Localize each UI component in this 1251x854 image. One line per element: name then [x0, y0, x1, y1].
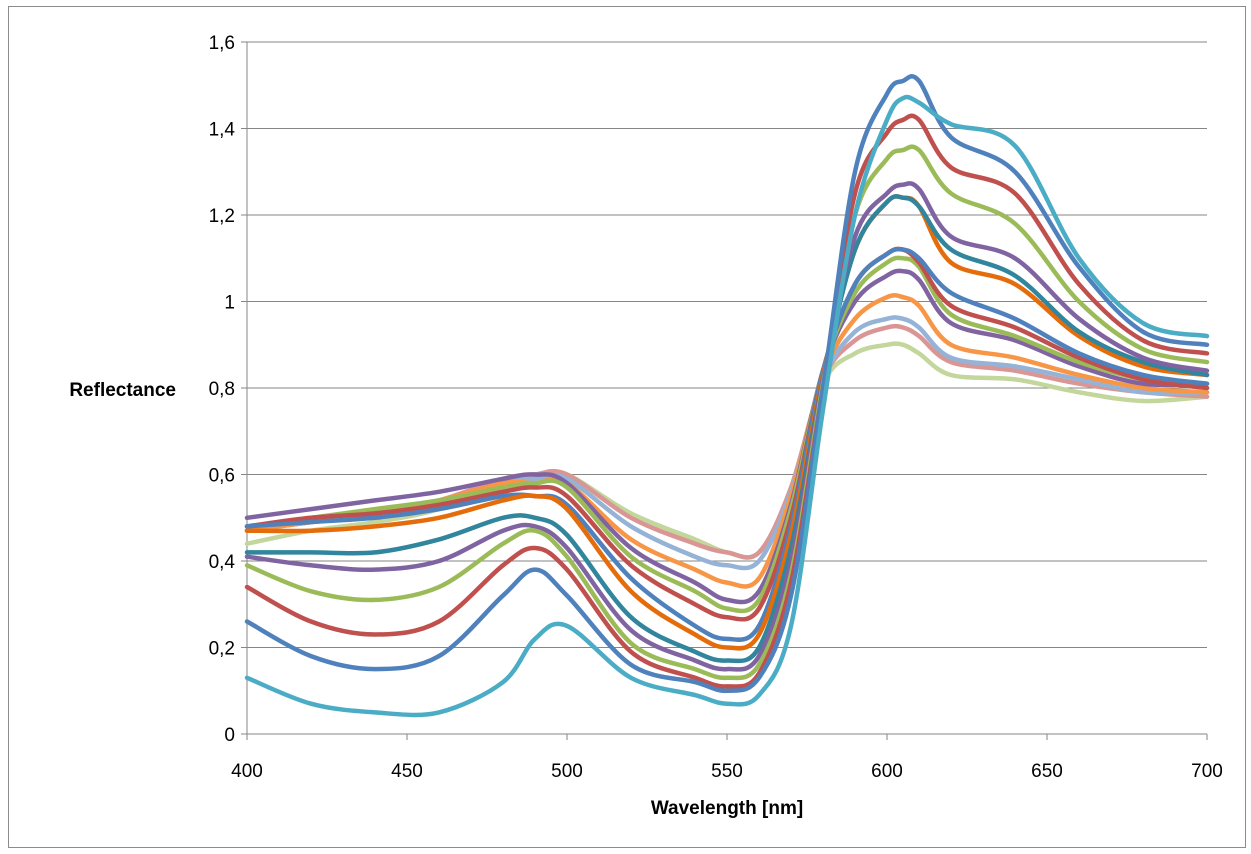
x-tick-label: 600	[871, 761, 903, 782]
y-tick-label: 0,8	[209, 379, 235, 400]
y-tick-label: 1,2	[209, 206, 235, 227]
y-tick-label: 0	[224, 725, 235, 746]
x-tick-label: 700	[1191, 761, 1223, 782]
series-line-8	[244, 246, 1210, 642]
axes	[241, 41, 1208, 740]
series-lines	[244, 74, 1210, 718]
y-tick-label: 0,4	[209, 552, 236, 573]
series-line-7	[244, 194, 1210, 651]
y-tick-label: 1,4	[209, 120, 236, 141]
x-tick-label: 450	[391, 761, 423, 782]
series-line-6	[244, 194, 1210, 664]
series-line-9	[244, 246, 1210, 622]
x-axis-title: Wavelength [nm]	[651, 798, 803, 819]
y-tick-label: 0,6	[209, 466, 235, 487]
tick-labels: 0 0,2 0,4 0,6 0,8 1 1,2 1,4 1,6 400 450 500 550 600 65…	[209, 33, 1223, 782]
y-tick-label: 1	[224, 293, 235, 314]
chart-frame	[8, 6, 1246, 848]
series-line-2	[244, 74, 1210, 694]
x-tick-label: 650	[1031, 761, 1063, 782]
y-tick-label: 0,2	[209, 639, 235, 660]
y-axis-title: Reflectance	[69, 380, 176, 401]
series-line-3	[244, 113, 1210, 689]
series-line-5	[244, 181, 1210, 672]
x-tick-label: 400	[231, 761, 263, 782]
y-tick-label: 1,6	[209, 33, 235, 54]
x-tick-label: 500	[551, 761, 583, 782]
series-line-1	[244, 94, 1210, 718]
series-line-12	[244, 292, 1210, 589]
x-tick-label: 550	[711, 761, 743, 782]
series-line-10	[244, 255, 1210, 614]
